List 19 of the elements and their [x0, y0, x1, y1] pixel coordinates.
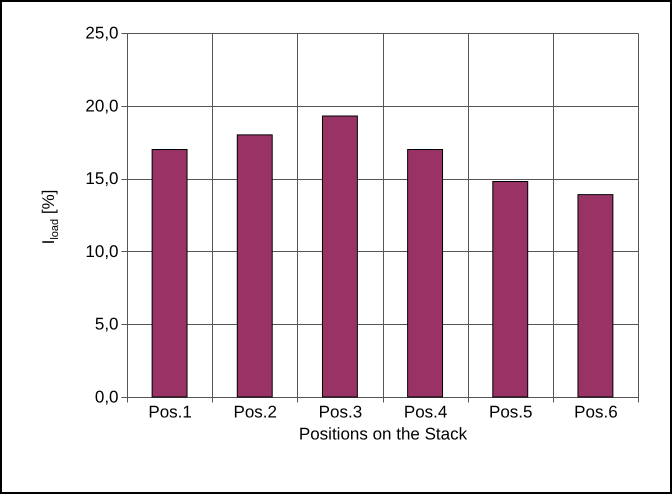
y-tick-label: 15,0: [85, 169, 118, 188]
x-axis-title: Positions on the Stack: [298, 424, 468, 444]
y-tick-label: 5,0: [94, 314, 118, 334]
x-tick-label: Pos.4: [404, 402, 448, 422]
x-tick-label: Pos.3: [318, 402, 362, 422]
bar: [236, 134, 273, 398]
bar: [322, 115, 358, 398]
y-tick-label: 20,0: [85, 96, 118, 116]
x-tick-label: Pos.1: [148, 402, 192, 422]
bar: [577, 194, 614, 398]
y-tick-label: 25,0: [85, 24, 118, 42]
x-tick-label: Pos.6: [574, 402, 618, 422]
x-tick-label: Pos.2: [234, 402, 277, 422]
y-tick-label: 0,0: [94, 388, 118, 406]
bar: [492, 181, 528, 398]
x-tick-label: Pos.5: [489, 402, 532, 422]
bar: [152, 148, 188, 398]
bar: [407, 148, 444, 398]
y-tick-label: 10,0: [85, 242, 118, 261]
